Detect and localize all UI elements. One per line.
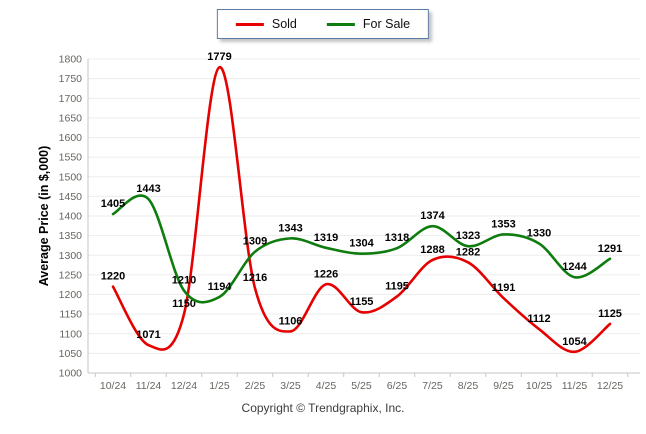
x-tick-label: 3/25 bbox=[280, 380, 301, 392]
legend: Sold For Sale bbox=[216, 9, 430, 39]
legend-label-for-sale: For Sale bbox=[362, 17, 411, 31]
x-tick-label: 7/25 bbox=[422, 380, 443, 392]
sold-data-label: 1054 bbox=[562, 336, 587, 348]
for-sale-line-swatch bbox=[326, 22, 355, 26]
for-sale-data-label: 1374 bbox=[420, 210, 445, 222]
x-tick-label: 12/25 bbox=[597, 380, 623, 392]
y-tick-label: 1600 bbox=[59, 132, 83, 144]
x-tick-label: 6/25 bbox=[387, 380, 408, 392]
sold-data-label: 1779 bbox=[207, 51, 231, 63]
y-tick-label: 1300 bbox=[59, 250, 83, 262]
for-sale-data-label: 1323 bbox=[456, 230, 480, 242]
sold-data-label: 1220 bbox=[101, 271, 125, 283]
y-tick-label: 1000 bbox=[59, 368, 83, 380]
legend-label-sold: Sold bbox=[271, 17, 297, 31]
y-tick-label: 1800 bbox=[59, 54, 83, 66]
x-tick-label: 10/24 bbox=[100, 380, 126, 392]
sold-data-label: 1125 bbox=[598, 308, 622, 320]
x-tick-label: 4/25 bbox=[316, 380, 337, 392]
sold-data-label: 1226 bbox=[314, 268, 338, 280]
y-tick-label: 1450 bbox=[59, 191, 83, 203]
for-sale-data-label: 1330 bbox=[527, 227, 551, 239]
for-sale-data-label: 1309 bbox=[243, 236, 267, 248]
y-tick-label: 1250 bbox=[59, 269, 83, 281]
copyright-footer: Copyright © Trendgraphix, Inc. bbox=[241, 401, 405, 415]
for-sale-data-label: 1194 bbox=[208, 281, 233, 293]
sold-data-label: 1195 bbox=[385, 280, 409, 292]
for-sale-data-label: 1319 bbox=[314, 232, 338, 244]
for-sale-data-label: 1244 bbox=[562, 261, 587, 273]
x-tick-label: 5/25 bbox=[351, 380, 372, 392]
x-tick-label: 1/25 bbox=[209, 380, 230, 392]
legend-item-for-sale: For Sale bbox=[326, 17, 411, 31]
y-tick-label: 1750 bbox=[59, 73, 83, 85]
for-sale-data-label: 1318 bbox=[385, 232, 409, 244]
x-tick-label: 12/24 bbox=[171, 380, 197, 392]
sold-data-label: 1282 bbox=[456, 246, 480, 258]
y-tick-label: 1700 bbox=[59, 93, 83, 105]
sold-data-label: 1191 bbox=[492, 282, 516, 294]
legend-item-sold: Sold bbox=[235, 17, 297, 31]
y-tick-label: 1100 bbox=[59, 328, 82, 340]
y-tick-label: 1050 bbox=[59, 348, 83, 360]
x-tick-label: 11/24 bbox=[136, 380, 162, 392]
y-tick-label: 1500 bbox=[59, 171, 83, 183]
sold-line-swatch bbox=[235, 22, 264, 26]
sold-data-label: 1071 bbox=[136, 329, 160, 341]
y-tick-label: 1200 bbox=[59, 289, 83, 301]
y-tick-label: 1650 bbox=[59, 112, 83, 124]
sold-data-label: 1112 bbox=[527, 313, 550, 325]
sold-data-label: 1216 bbox=[243, 272, 267, 284]
x-tick-label: 8/25 bbox=[458, 380, 479, 392]
for-sale-data-label: 1343 bbox=[278, 222, 302, 234]
y-tick-label: 1550 bbox=[59, 152, 83, 164]
y-tick-label: 1350 bbox=[59, 230, 83, 242]
sold-data-label: 1288 bbox=[420, 244, 444, 256]
for-sale-data-label: 1353 bbox=[491, 218, 515, 230]
for-sale-line bbox=[111, 194, 612, 304]
for-sale-data-label: 1291 bbox=[598, 243, 622, 255]
sold-data-label: 1150 bbox=[172, 298, 196, 310]
y-tick-label: 1150 bbox=[59, 309, 82, 321]
sold-data-label: 1106 bbox=[279, 315, 303, 327]
y-tick-label: 1400 bbox=[59, 211, 83, 223]
x-tick-label: 9/25 bbox=[493, 380, 514, 392]
x-tick-label: 10/25 bbox=[526, 380, 552, 392]
for-sale-data-label: 1304 bbox=[349, 238, 374, 250]
for-sale-data-label: 1405 bbox=[101, 198, 125, 210]
sold-data-label: 1155 bbox=[350, 296, 374, 308]
for-sale-data-label: 1210 bbox=[172, 275, 196, 287]
x-tick-label: 2/25 bbox=[245, 380, 266, 392]
for-sale-data-label: 1443 bbox=[136, 183, 160, 195]
sold-line bbox=[111, 65, 612, 354]
x-tick-label: 11/25 bbox=[562, 380, 588, 392]
